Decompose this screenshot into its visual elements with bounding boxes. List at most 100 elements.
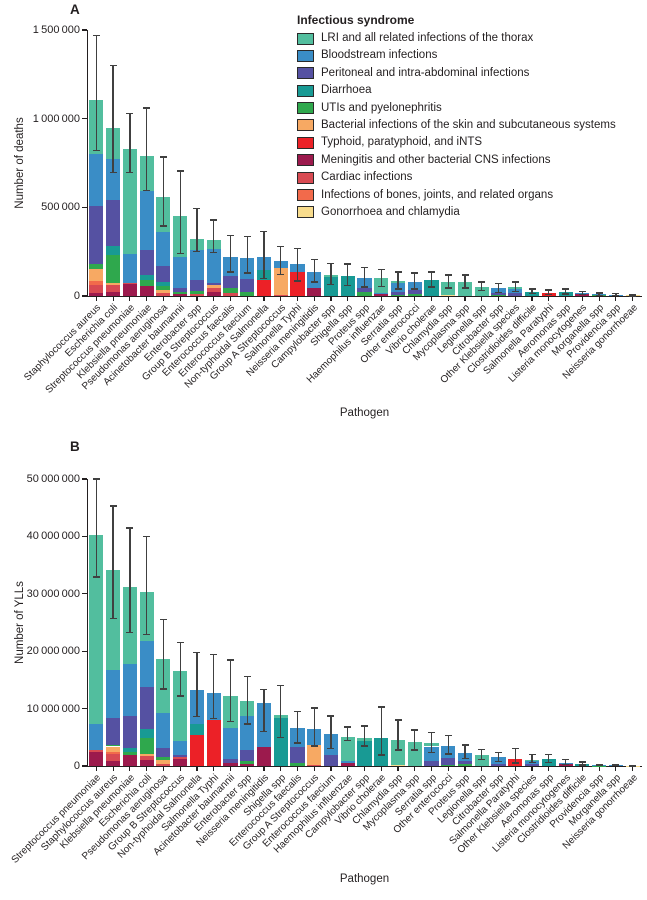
bar-segment-card xyxy=(89,749,104,752)
x-tick-mark xyxy=(112,767,114,771)
error-bar-cap-bottom xyxy=(260,277,268,279)
error-bar-line xyxy=(330,716,332,749)
error-bar-cap-top xyxy=(361,267,368,269)
legend-item: Typhoid, paratyphoid, and iNTS xyxy=(297,136,616,149)
x-tick-mark xyxy=(263,767,265,771)
y-tick-mark xyxy=(82,206,87,208)
x-tick-mark xyxy=(313,767,315,771)
error-bar-line xyxy=(112,65,114,173)
error-bar-cap-top xyxy=(243,675,251,678)
x-tick-mark xyxy=(296,297,299,301)
error-bar-cap-bottom xyxy=(193,250,201,253)
bar-segment-cns xyxy=(106,760,121,766)
bar-segment-cns xyxy=(89,293,104,296)
error-bar-cap-bottom xyxy=(478,758,486,761)
bar-segment-iaa xyxy=(457,761,473,765)
bar-segment-lri xyxy=(474,755,489,766)
bar-segment-bone xyxy=(89,280,104,286)
legend-item-label: LRI and all related infections of the th… xyxy=(321,32,534,44)
bar-segment-dia xyxy=(424,279,439,296)
error-bar-cap-top xyxy=(562,759,570,761)
legend-item: Cardiac infections xyxy=(297,171,616,184)
error-bar-line xyxy=(280,685,282,738)
error-bar-cap-top xyxy=(511,281,519,283)
bar-segment-iaa xyxy=(290,747,305,764)
error-bar-cap-bottom xyxy=(578,764,586,766)
legend-swatch-iaa xyxy=(297,67,314,80)
error-bar-cap-top xyxy=(293,247,301,249)
bar-segment-card xyxy=(139,755,154,761)
legend-swatch-bsi xyxy=(297,49,314,62)
error-bar-cap-top xyxy=(511,747,519,749)
error-bar-cap-bottom xyxy=(193,715,201,718)
error-bar-cap-top xyxy=(478,748,486,751)
y-tick-label: 500 000 xyxy=(41,201,80,214)
x-tick-mark xyxy=(481,767,483,771)
bar-segment-dia xyxy=(323,276,339,296)
error-bar-cap-bottom xyxy=(109,172,117,174)
error-bar-cap-bottom xyxy=(444,753,452,755)
error-bar-cap-bottom xyxy=(327,747,335,749)
bar-segment-card xyxy=(106,753,121,761)
legend-item: UTIs and pyelonephritis xyxy=(297,102,616,115)
bar-segment-skin xyxy=(156,289,171,294)
bar-segment-skin xyxy=(89,269,104,281)
error-bar-cap-bottom xyxy=(377,285,385,287)
x-tick-mark xyxy=(514,297,516,301)
error-bar-cap-top xyxy=(595,763,603,766)
error-bar-cap-top xyxy=(226,659,234,661)
x-tick-mark xyxy=(313,297,315,301)
bar-segment-lri xyxy=(407,741,422,766)
bar-segment-cns xyxy=(173,293,188,296)
bar-segment-lri xyxy=(390,740,406,766)
error-bar-cap-top xyxy=(394,271,402,273)
bar-segment-cns xyxy=(89,751,104,766)
x-tick-mark xyxy=(213,767,215,771)
bar-segment-card xyxy=(307,764,322,766)
error-bar-cap-top xyxy=(461,274,469,276)
x-tick-mark xyxy=(548,767,550,771)
legend-item: LRI and all related infections of the th… xyxy=(297,32,616,45)
error-bar-line xyxy=(430,732,433,753)
error-bar-line xyxy=(581,291,583,295)
bar-segment-cns xyxy=(223,763,238,766)
bar-segment-dia xyxy=(273,717,288,766)
bar-segment-bsi xyxy=(106,670,121,719)
bar-segment-lri xyxy=(122,149,137,255)
x-tick-mark xyxy=(380,297,382,301)
error-bar-cap-bottom xyxy=(293,280,301,282)
error-bar-cap-top xyxy=(344,263,352,265)
x-tick-mark xyxy=(497,767,500,771)
x-tick-mark xyxy=(229,297,232,301)
error-bar-line xyxy=(481,749,483,760)
legend-item: Infections of bones, joints, and related… xyxy=(297,189,616,202)
x-tick-mark xyxy=(347,297,349,301)
bar-segment-bsi xyxy=(173,256,188,288)
bar-segment-bsi xyxy=(139,640,154,687)
error-bar-cap-bottom xyxy=(226,721,234,723)
error-bar-cap-bottom xyxy=(545,293,553,296)
legend-swatch-typ xyxy=(297,136,314,149)
x-tick-mark xyxy=(229,767,232,771)
error-bar-line xyxy=(246,236,248,273)
bar-segment-bone xyxy=(106,751,121,754)
x-tick-mark xyxy=(615,767,617,771)
error-bar-cap-top xyxy=(629,294,637,296)
error-bar-cap-bottom xyxy=(243,272,251,274)
error-bar-cap-bottom xyxy=(478,289,486,292)
panel-a-letter: A xyxy=(70,2,80,17)
x-tick-mark xyxy=(531,297,533,301)
error-bar-cap-top xyxy=(444,734,452,737)
bar-segment-card xyxy=(273,294,288,296)
error-bar-cap-bottom xyxy=(612,294,620,297)
error-bar-cap-top xyxy=(277,245,285,248)
bar-segment-dia xyxy=(122,747,137,752)
error-bar-cap-top xyxy=(612,292,620,295)
bar-segment-card xyxy=(122,282,137,285)
bar-segment-bsi xyxy=(122,663,137,716)
legend-swatch-dia xyxy=(297,84,314,97)
legend-swatch-lri xyxy=(297,32,314,45)
bar-segment-cns xyxy=(256,747,272,766)
panel-a-plot: 0 500 000 1 000 000 1 500 000 Staphylococcus… xyxy=(23,24,642,396)
bar-segment-bsi xyxy=(240,715,255,750)
